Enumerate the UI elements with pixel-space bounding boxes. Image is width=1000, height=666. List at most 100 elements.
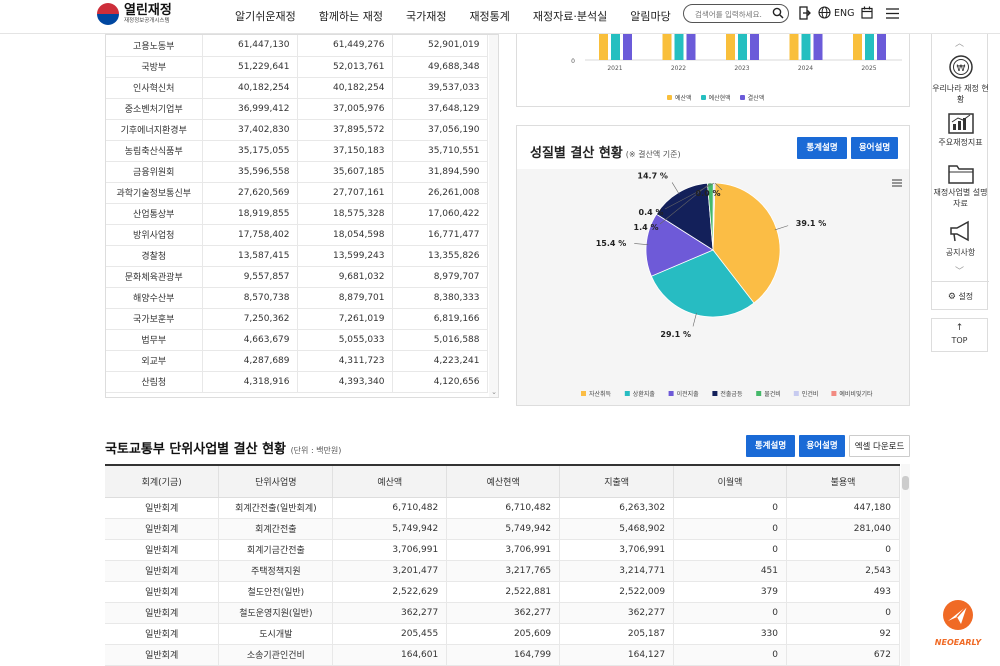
nav-item-analysis-room[interactable]: 재정자료·분석실 <box>532 10 608 23</box>
budget-cell: 17,758,402 <box>202 224 298 246</box>
unit-stats-explain-button[interactable]: 통계설명 <box>746 435 795 457</box>
budget-current-cell: 37,895,572 <box>297 119 393 141</box>
table-row[interactable]: 일반회계 회계간전출 5,749,942 5,749,942 5,468,902 0 281… <box>105 518 900 540</box>
globe-icon[interactable] <box>818 6 831 19</box>
table-cell: 447,180 <box>786 497 900 519</box>
site-logo[interactable]: 열린재정 재정정보공개시스템 <box>97 3 172 25</box>
pie-data-label: 1.4 % <box>634 223 659 232</box>
bar-2021-2[interactable] <box>623 34 632 60</box>
legend-item[interactable]: 결산액 <box>739 93 765 102</box>
column-header[interactable]: 회계(기금) <box>105 464 220 498</box>
column-header[interactable]: 단위사업명 <box>218 464 334 498</box>
scroll-top-button[interactable]: ↑ TOP <box>931 318 988 352</box>
legend-label: 결산액 <box>747 95 765 102</box>
bar-2024-1[interactable] <box>801 34 811 60</box>
legend-label: 인건비 <box>802 390 819 398</box>
table-row[interactable]: 일반회계 주택정책지원 3,201,477 3,217,765 3,214,771 451… <box>105 560 900 582</box>
hamburger-menu-icon[interactable] <box>886 8 899 19</box>
table-row: 외교부 4,287,689 4,311,723 4,223,241 <box>106 350 488 372</box>
settings-button[interactable]: ⚙ 설정 <box>932 291 989 303</box>
bar-2025-0[interactable] <box>853 34 862 60</box>
pie-legend-item[interactable]: 전출금등 <box>712 390 743 398</box>
table-cell: 일반회계 <box>105 518 220 540</box>
lang-english[interactable]: ENG <box>834 8 855 19</box>
bar-2025-2[interactable] <box>877 34 886 60</box>
table-row[interactable]: 일반회계 회계기금간전출 3,706,991 3,706,991 3,706,991 0 0 <box>105 539 900 561</box>
bar-2023-0[interactable] <box>726 34 735 60</box>
settlement-cell: 8,380,333 <box>392 287 488 309</box>
budget-current-cell: 35,607,185 <box>297 161 393 183</box>
column-header[interactable]: 예산액 <box>332 464 448 498</box>
budget-current-cell: 52,013,761 <box>297 56 393 78</box>
legend-label: 전출금등 <box>720 390 743 398</box>
quick-item-project-docs[interactable]: 재정사업별 설명자료 <box>932 162 989 209</box>
quick-item-key-indicators[interactable]: 주요재정지표 <box>932 110 989 148</box>
bar-2021-1[interactable] <box>611 34 620 60</box>
legend-item[interactable]: 예산현액 <box>700 93 731 102</box>
unit-terms-explain-button[interactable]: 용어설명 <box>799 435 845 457</box>
bar-2024-0[interactable] <box>789 34 799 60</box>
quick-item-finance-status[interactable]: ₩ 우리나라 재정 현황 <box>932 54 989 105</box>
chart-menu-icon[interactable] <box>892 179 902 187</box>
table-row[interactable]: 일반회계 회계간전출(일반회계) 6,710,482 6,710,482 6,263,3… <box>105 497 900 519</box>
legend-label: 상환지출 <box>633 390 656 398</box>
nav-item-easy-finance[interactable]: 알기쉬운재정 <box>235 10 296 23</box>
table-cell: 92 <box>786 623 900 645</box>
table-scrollbar[interactable] <box>489 35 498 397</box>
budget-cell: 27,620,569 <box>202 182 298 204</box>
bar-2021-0[interactable] <box>599 34 608 60</box>
table-row: 국가보훈부 7,250,362 7,261,019 6,819,166 <box>106 308 488 330</box>
nav-item-finance-stats[interactable]: 재정통계 <box>469 10 510 23</box>
settlement-cell: 16,771,477 <box>392 224 488 246</box>
nav-item-national-finance[interactable]: 국가재정 <box>405 10 447 23</box>
chevron-down-icon[interactable]: ﹀ <box>955 267 965 277</box>
stats-explain-button[interactable]: 통계설명 <box>797 137 847 159</box>
chevron-up-icon[interactable]: ︿ <box>955 39 965 49</box>
pie-slice[interactable] <box>712 182 716 251</box>
table-row[interactable]: 일반회계 철도운영지원(일반) 362,277 362,277 362,277 0 0 <box>105 602 900 624</box>
scrollbar-thumb[interactable] <box>902 476 909 490</box>
x-tick-label: 2021 <box>607 65 622 72</box>
column-header[interactable]: 지출액 <box>559 464 675 498</box>
table-cell: 205,609 <box>446 623 561 645</box>
budget-current-cell: 40,182,254 <box>297 77 393 99</box>
excel-download-button[interactable]: 엑셀 다운로드 <box>849 435 910 457</box>
search-input[interactable]: 검색어를 입력하세요. <box>683 4 789 23</box>
table-row[interactable]: 일반회계 소송기관인건비 164,601 164,799 164,127 0 672 <box>105 644 900 666</box>
table-row[interactable]: 일반회계 철도안전(일반) 2,522,629 2,522,881 2,522,009 3… <box>105 581 900 603</box>
legend-swatch <box>831 391 837 396</box>
bar-2022-2[interactable] <box>686 34 696 60</box>
legend-item[interactable]: 예산액 <box>667 93 692 102</box>
table-row: 산림청 4,318,916 4,393,340 4,120,656 <box>106 371 488 393</box>
pie-legend-item[interactable]: 인건비 <box>793 390 819 398</box>
terms-explain-button[interactable]: 용어설명 <box>851 137 898 159</box>
bar-2023-2[interactable] <box>750 34 759 60</box>
login-icon[interactable] <box>799 6 811 20</box>
pie-label-connector <box>634 243 649 245</box>
column-header[interactable]: 불용액 <box>786 464 900 498</box>
settlement-cell: 4,120,656 <box>392 371 488 393</box>
pie-legend-item[interactable]: 이전지출 <box>668 390 700 398</box>
bar-2025-1[interactable] <box>865 34 874 60</box>
nav-item-notice[interactable]: 알림마당 <box>630 10 671 23</box>
bar-2022-0[interactable] <box>662 34 672 60</box>
pie-legend-item[interactable]: 자산취득 <box>581 390 612 398</box>
calendar-icon[interactable] <box>861 6 873 19</box>
column-header[interactable]: 예산현액 <box>446 464 561 498</box>
table-row[interactable]: 일반회계 도시개발 205,455 205,609 205,187 330 92 <box>105 623 900 645</box>
nav-item-together-finance[interactable]: 함께하는 재정 <box>318 10 383 23</box>
pie-legend-item[interactable]: 상환지출 <box>624 390 656 398</box>
quick-item-notice[interactable]: 공지사항 <box>932 220 989 258</box>
search-icon[interactable] <box>772 7 784 19</box>
bar-2024-2[interactable] <box>813 34 823 60</box>
bar-2023-1[interactable] <box>738 34 747 60</box>
scroll-down-icon[interactable]: ⌄ <box>491 388 497 396</box>
ministry-name-cell: 문화체육관광부 <box>106 266 203 288</box>
pie-legend-item[interactable]: 물건비 <box>756 390 781 398</box>
pie-legend-item[interactable]: 예비비및기타 <box>831 390 873 398</box>
bar-2022-1[interactable] <box>674 34 684 60</box>
budget-current-cell: 18,575,328 <box>297 203 393 225</box>
unit-table-scrollbar[interactable] <box>901 464 910 666</box>
column-header[interactable]: 이월액 <box>673 464 787 498</box>
unit-section-title-text: 국토교통부 단위사업별 결산 현황 <box>105 442 287 457</box>
